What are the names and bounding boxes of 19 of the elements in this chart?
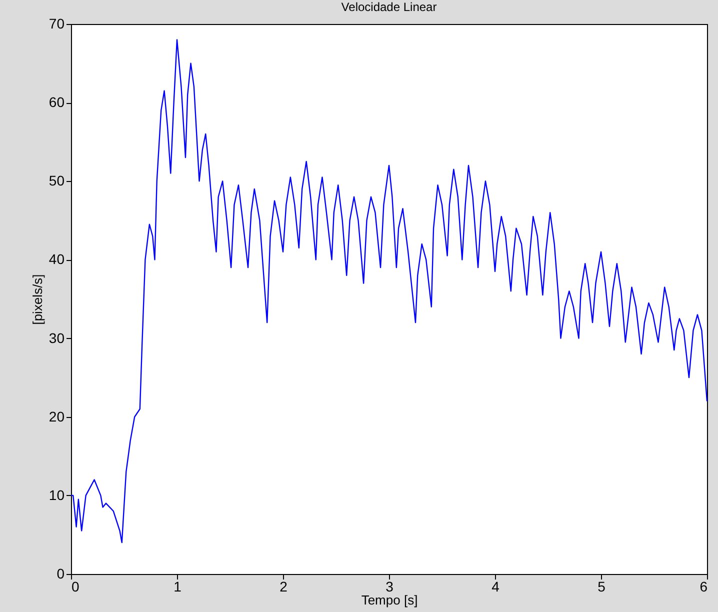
x-axis-title: Tempo [s]	[361, 592, 418, 608]
y-tick-label: 60	[48, 94, 65, 110]
x-tick-label: 3	[386, 578, 394, 594]
chart-title: Velocidade Linear	[341, 0, 437, 14]
x-tick-label: 4	[492, 578, 500, 594]
y-tick-label: 0	[56, 566, 65, 582]
x-tick-label: 1	[174, 578, 182, 594]
y-tick-label: 20	[48, 408, 65, 424]
y-tick-label: 30	[48, 330, 65, 346]
x-tick-label: 0	[72, 578, 80, 594]
line-series	[70, 39, 708, 544]
y-tick-label: 70	[48, 16, 65, 32]
x-tick-label: 6	[700, 578, 708, 594]
y-tick-label: 40	[48, 251, 65, 268]
y-tick-label: 50	[48, 172, 65, 189]
y-axis-title: [pixels/s]	[30, 274, 45, 325]
x-tick-label: 5	[598, 578, 606, 594]
y-tick-label: 10	[48, 486, 65, 503]
x-tick-label: 2	[280, 578, 288, 594]
